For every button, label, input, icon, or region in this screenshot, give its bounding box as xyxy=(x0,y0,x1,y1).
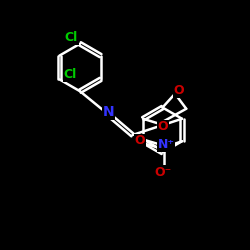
Text: Cl: Cl xyxy=(64,31,78,44)
Text: O: O xyxy=(134,134,145,147)
Text: N⁺: N⁺ xyxy=(158,138,174,151)
Text: O: O xyxy=(174,84,184,97)
Text: O⁻: O⁻ xyxy=(154,166,171,179)
Text: Cl: Cl xyxy=(63,68,76,82)
Text: N: N xyxy=(103,105,115,119)
Text: O: O xyxy=(158,120,168,133)
